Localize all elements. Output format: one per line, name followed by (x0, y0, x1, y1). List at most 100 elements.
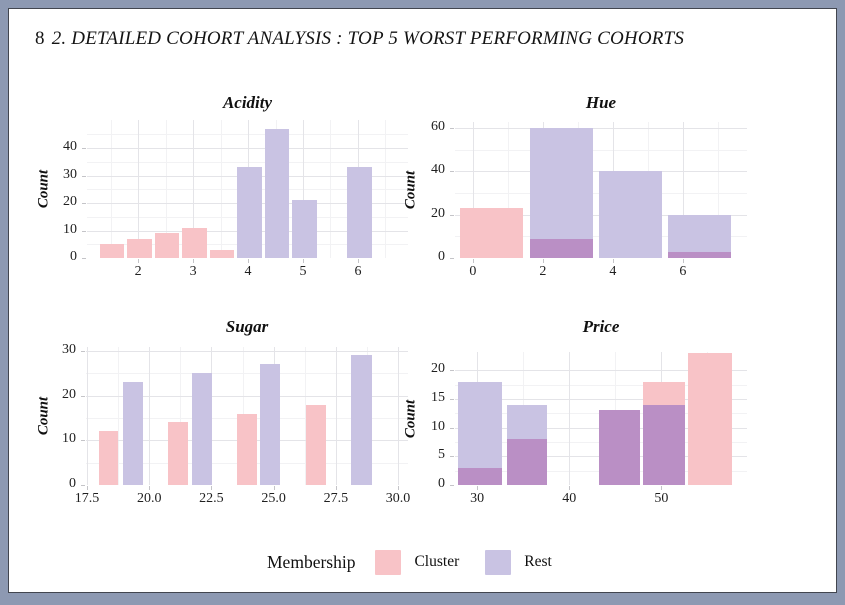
x-tick-mark (542, 259, 544, 263)
gridline-minor (180, 347, 182, 485)
x-tick-mark (335, 486, 337, 490)
bar-cluster (305, 404, 326, 485)
plot-area (86, 347, 408, 485)
y-tick-mark (81, 440, 85, 442)
x-tick-mark (149, 486, 151, 490)
gridline-minor (87, 134, 408, 136)
bar-rest (264, 128, 290, 258)
gridline-minor (717, 122, 719, 258)
gridline-major (455, 128, 747, 130)
x-tick-label: 0 (469, 264, 477, 279)
x-tick-mark (477, 486, 479, 490)
x-tick-mark (303, 259, 304, 263)
y-tick-label: 40 (431, 162, 445, 178)
bar-rest (529, 128, 593, 258)
gridline-minor (165, 120, 167, 258)
y-tick-mark (450, 456, 454, 458)
y-tick-mark (450, 485, 454, 486)
x-tick-mark (273, 486, 275, 490)
gridline-major (682, 122, 684, 258)
bar-rest (346, 167, 372, 258)
gridline-minor (86, 373, 408, 375)
x-tick-label: 22.5 (199, 491, 224, 506)
x-tick-label: 2 (134, 264, 142, 279)
bar-rest (123, 382, 143, 485)
y-tick-label: 10 (62, 431, 76, 447)
y-tick-label: 15 (431, 390, 445, 405)
bar-cluster (154, 233, 180, 258)
gridline-minor (507, 122, 509, 258)
bar-rest (457, 381, 502, 485)
y-tick-label: 60 (431, 119, 445, 135)
bar-cluster (98, 431, 119, 485)
gridline-minor (118, 347, 120, 485)
x-tick-label: 40 (562, 491, 577, 506)
x-tick-label: 6 (679, 264, 687, 279)
gridline-minor (304, 347, 306, 485)
chart-title: Acidity (222, 93, 273, 112)
plot-area (87, 120, 408, 258)
x-tick-mark (138, 259, 140, 263)
y-tick-mark (81, 351, 85, 353)
y-tick-label: 5 (438, 447, 445, 463)
y-tick-mark (450, 399, 454, 400)
bar-overlap (529, 238, 593, 258)
y-tick-mark (82, 230, 86, 232)
gridline-minor (385, 120, 387, 258)
y-tick-label: 0 (438, 249, 445, 264)
gridline-major (149, 347, 151, 485)
x-tick-label: 50 (654, 491, 669, 506)
y-tick-label: 0 (69, 476, 76, 491)
x-tick-label: 30.0 (385, 491, 411, 506)
chart-title: Hue (585, 93, 617, 112)
y-tick-mark (81, 485, 85, 486)
x-tick-label: 27.5 (323, 491, 349, 506)
bar-cluster (209, 249, 235, 258)
gridline-minor (220, 120, 222, 258)
y-tick-mark (82, 175, 86, 177)
plot-area (455, 352, 747, 485)
y-tick-mark (450, 258, 454, 259)
x-tick-label: 2 (539, 264, 547, 279)
bar-cluster (99, 244, 125, 258)
plot-area (455, 122, 747, 258)
x-tick-mark (569, 486, 571, 490)
y-tick-label: 20 (431, 205, 445, 221)
gridline-major (303, 120, 304, 258)
bar-overlap (506, 439, 548, 485)
x-tick-label: 25.0 (261, 491, 286, 506)
chart-title: Sugar (225, 317, 269, 336)
y-tick-mark (450, 214, 454, 216)
gridline-major (211, 347, 213, 485)
gridline-minor (455, 384, 747, 386)
bar-cluster (167, 422, 188, 485)
y-tick-label: 20 (63, 194, 77, 210)
bar-rest (667, 214, 731, 258)
gridline-major (455, 399, 747, 400)
x-tick-mark (398, 486, 400, 490)
legend: Membership Cluster Rest (267, 549, 578, 575)
y-tick-mark (450, 370, 454, 372)
x-tick-mark (682, 259, 684, 263)
legend-label-rest: Rest (524, 553, 552, 570)
section-title: 2. DETAILED COHORT ANALYSIS : TOP 5 WORS… (51, 28, 685, 49)
y-tick-label: 10 (63, 221, 77, 237)
x-tick-label: 6 (354, 264, 362, 279)
y-tick-mark (81, 395, 85, 397)
legend-swatch-rest (485, 549, 512, 575)
y-tick-mark (450, 128, 454, 130)
page-header: 8 2. DETAILED COHORT ANALYSIS : TOP 5 WOR… (35, 28, 684, 50)
page-stage: 8 2. DETAILED COHORT ANALYSIS : TOP 5 WOR… (9, 9, 837, 593)
bar-overlap (457, 467, 502, 485)
gridline-minor (87, 161, 408, 163)
gridline-major (86, 351, 408, 353)
x-tick-mark (86, 486, 88, 490)
bar-rest (598, 171, 662, 258)
y-tick-label: 20 (62, 386, 76, 402)
gridline-minor (110, 120, 112, 258)
document-page: 8 2. DETAILED COHORT ANALYSIS : TOP 5 WOR… (8, 8, 837, 593)
x-tick-label: 17.5 (74, 491, 100, 506)
gridline-minor (330, 120, 332, 258)
chart-price: Price Count 30 40 50 0 5 10 15 20 (9, 9, 837, 593)
